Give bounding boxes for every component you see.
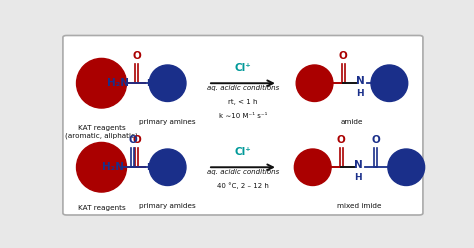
Ellipse shape (388, 149, 425, 186)
Text: H₂N: H₂N (107, 78, 129, 88)
Text: amide: amide (341, 119, 363, 125)
Text: primary amides: primary amides (139, 203, 196, 209)
Text: O: O (128, 135, 137, 145)
Text: O: O (132, 51, 141, 61)
Text: mixed imide: mixed imide (337, 203, 382, 209)
Text: O: O (372, 135, 380, 145)
Text: KAT reagents: KAT reagents (78, 205, 125, 212)
Ellipse shape (149, 65, 186, 101)
Text: 40 °C, 2 – 12 h: 40 °C, 2 – 12 h (217, 183, 269, 189)
Ellipse shape (371, 65, 408, 101)
Text: H: H (354, 173, 362, 182)
Text: O: O (337, 135, 346, 145)
Text: BF₃K: BF₃K (146, 79, 170, 88)
Text: aq. acidic conditions: aq. acidic conditions (207, 169, 279, 175)
Ellipse shape (76, 142, 127, 192)
Ellipse shape (76, 59, 127, 108)
FancyBboxPatch shape (63, 35, 423, 215)
Text: Cl⁺: Cl⁺ (235, 63, 251, 73)
Text: KAT reagents
(aromatic, aliphatic): KAT reagents (aromatic, aliphatic) (65, 125, 138, 139)
Text: primary amines: primary amines (139, 119, 196, 125)
Text: H₂N: H₂N (101, 162, 124, 172)
Ellipse shape (149, 149, 186, 186)
Ellipse shape (296, 65, 333, 101)
Text: O: O (132, 135, 141, 145)
Text: k ∼10 M⁻¹ s⁻¹: k ∼10 M⁻¹ s⁻¹ (219, 113, 267, 119)
Text: rt, < 1 h: rt, < 1 h (228, 98, 258, 104)
Text: aq. acidic conditions: aq. acidic conditions (207, 85, 279, 91)
Text: Cl⁺: Cl⁺ (235, 147, 251, 157)
Text: O: O (339, 51, 347, 61)
Text: N: N (354, 160, 363, 170)
Text: H: H (356, 89, 364, 98)
Ellipse shape (294, 149, 331, 186)
Text: N: N (356, 76, 365, 86)
Text: BF₃K: BF₃K (146, 163, 170, 172)
